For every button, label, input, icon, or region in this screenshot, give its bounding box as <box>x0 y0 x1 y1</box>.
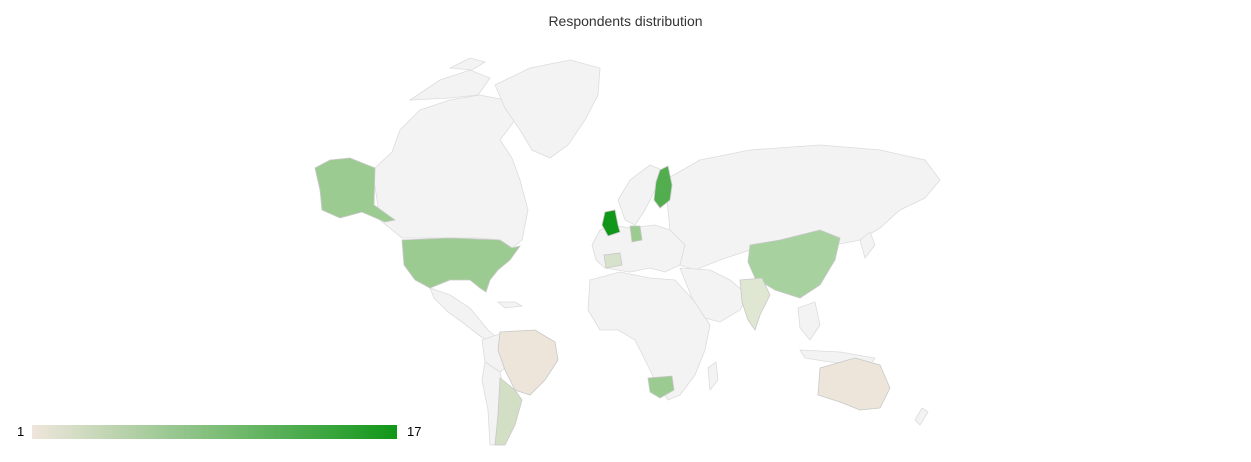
africa-landmass <box>587 271 711 401</box>
new-zealand <box>914 407 929 426</box>
country-spain <box>603 252 623 269</box>
country-brazil <box>497 329 559 396</box>
canada-landmass <box>373 94 529 249</box>
country-india <box>739 277 771 331</box>
madagascar <box>707 361 719 392</box>
country-australia <box>817 357 891 411</box>
country-germany <box>629 225 643 243</box>
world-map <box>314 57 941 446</box>
country-south-africa <box>647 375 675 399</box>
southeast-asia <box>797 301 821 341</box>
legend-min-value: 1 <box>17 424 25 439</box>
color-legend: 1 17 <box>14 420 444 444</box>
greenland <box>494 59 601 159</box>
country-uk <box>601 209 621 237</box>
chart-title: Respondents distribution <box>548 13 703 29</box>
japan <box>859 231 876 259</box>
legend-gradient-bar <box>32 425 397 439</box>
data-countries <box>314 157 891 446</box>
country-finland <box>653 165 673 209</box>
country-alaska <box>314 157 396 223</box>
country-china <box>747 229 841 299</box>
country-usa <box>401 237 521 293</box>
caribbean <box>496 301 524 309</box>
country-argentina <box>494 377 523 446</box>
middle-east <box>679 267 749 323</box>
legend-max-value: 17 <box>407 424 422 439</box>
canadian-arctic-islands <box>408 57 491 101</box>
